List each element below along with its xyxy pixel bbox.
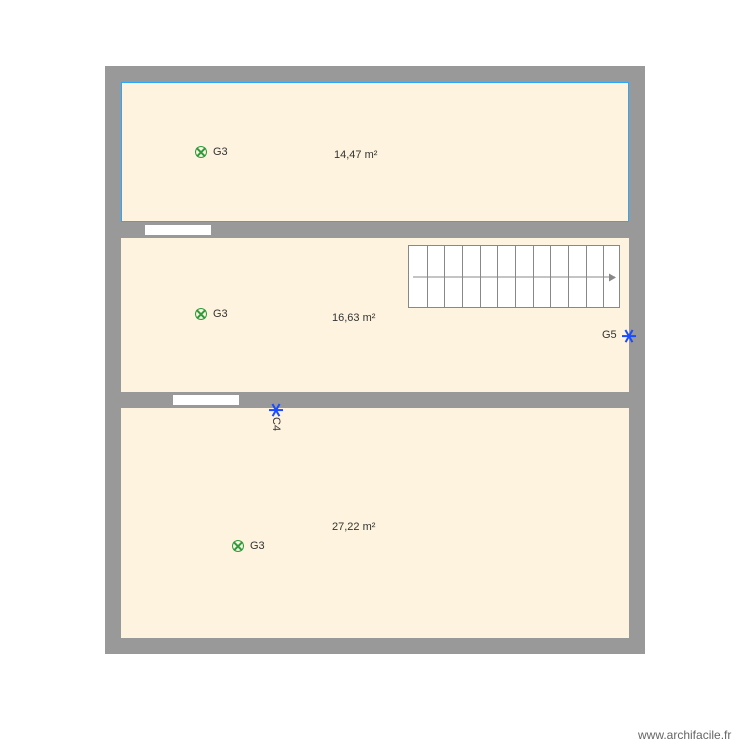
star-label: G5 (602, 329, 617, 341)
floorplan-canvas: G3 14,47 m² G3 16,63 m² G3 27,22 m² G5 C… (0, 0, 750, 750)
interior-fill (121, 82, 629, 638)
room-area-label: 16,63 m² (332, 312, 375, 324)
room-area-label: 14,47 m² (334, 149, 377, 161)
star-symbol-icon (269, 403, 283, 417)
watermark-text: www.archifacile.fr (638, 728, 731, 742)
light-label: G3 (213, 308, 228, 320)
door-opening-1 (145, 225, 211, 235)
stairs (408, 245, 620, 308)
star-symbol-icon (622, 329, 636, 343)
light-label: G3 (213, 146, 228, 158)
door-opening-2 (173, 395, 239, 405)
light-label: G3 (250, 540, 265, 552)
ceiling-light-icon (232, 540, 244, 552)
ceiling-light-icon (195, 308, 207, 320)
ceiling-light-icon (195, 146, 207, 158)
star-label: C4 (270, 417, 282, 431)
room-area-label: 27,22 m² (332, 521, 375, 533)
stairs-arrow-icon (413, 276, 615, 277)
